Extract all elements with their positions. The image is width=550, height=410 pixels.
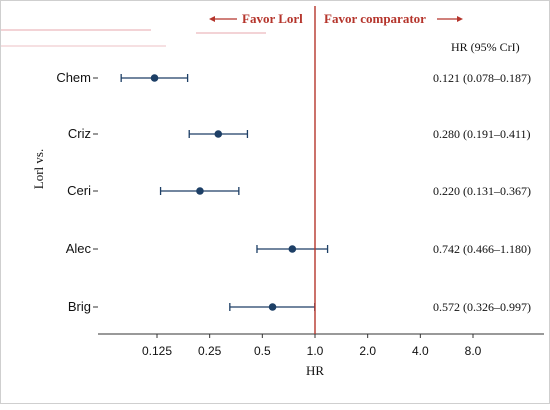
row-label: Criz xyxy=(68,126,91,141)
x-tick-label: 2.0 xyxy=(359,344,376,358)
hr-point xyxy=(268,303,277,311)
hr-point xyxy=(288,245,297,253)
row-label: Ceri xyxy=(67,183,91,198)
hr-estimate-text: 0.280 (0.191–0.411) xyxy=(433,127,531,141)
hr-estimate-text: 0.572 (0.326–0.997) xyxy=(433,300,531,314)
favor-left-arrow-head xyxy=(209,16,215,22)
favor-right-label: Favor comparator xyxy=(324,11,426,26)
forest-row: Brig 0.572 (0.326–0.997) xyxy=(68,299,531,314)
forest-row: Criz 0.280 (0.191–0.411) xyxy=(68,126,531,141)
row-label: Alec xyxy=(66,241,92,256)
x-tick-label: 4.0 xyxy=(412,344,429,358)
x-tick-label: 0.5 xyxy=(254,344,271,358)
x-tick-label: 0.25 xyxy=(198,344,222,358)
favor-header: Favor Lorl Favor comparator xyxy=(209,11,463,26)
estimate-header: HR (95% CrI) xyxy=(451,40,520,54)
x-ticks: 0.125 0.25 0.5 1.0 2.0 4.0 8.0 xyxy=(142,334,482,358)
row-label: Chem xyxy=(56,70,91,85)
ghost-artifacts xyxy=(1,29,266,47)
x-tick-label: 0.125 xyxy=(142,344,172,358)
row-label: Brig xyxy=(68,299,91,314)
y-axis-title: Lorl vs. xyxy=(31,149,46,189)
forest-row: Chem 0.121 (0.078–0.187) xyxy=(56,70,531,85)
forest-row: Alec 0.742 (0.466–1.180) xyxy=(66,241,531,256)
hr-point xyxy=(196,187,204,195)
favor-left-label: Favor Lorl xyxy=(242,11,303,26)
hr-point xyxy=(150,74,159,82)
forest-row: Ceri 0.220 (0.131–0.367) xyxy=(67,183,531,198)
favor-right-arrow-head xyxy=(457,16,463,22)
forest-rows: Chem 0.121 (0.078–0.187) Criz 0.280 (0.191–… xyxy=(56,70,531,314)
hr-point xyxy=(214,130,223,138)
hr-estimate-text: 0.742 (0.466–1.180) xyxy=(433,242,531,256)
x-tick-label: 1.0 xyxy=(307,344,324,358)
hr-estimate-text: 0.220 (0.131–0.367) xyxy=(433,184,531,198)
x-tick-label: 8.0 xyxy=(465,344,482,358)
x-axis-title: HR xyxy=(306,363,324,378)
hr-estimate-text: 0.121 (0.078–0.187) xyxy=(433,71,531,85)
